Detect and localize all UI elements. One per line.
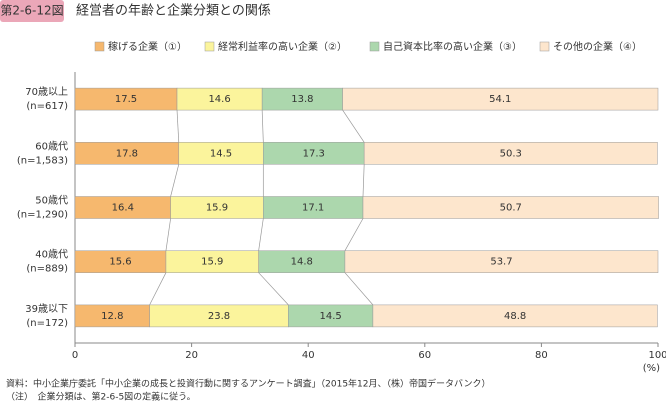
x-tick-label: 80 bbox=[535, 350, 548, 361]
connector-line bbox=[344, 218, 364, 251]
bar-segment bbox=[372, 304, 658, 328]
value-label: 50.7 bbox=[500, 203, 522, 214]
bar-segment bbox=[344, 250, 659, 273]
legend-swatch bbox=[94, 41, 105, 52]
x-tick-label: 100 bbox=[648, 350, 666, 361]
connector-line bbox=[362, 164, 365, 197]
value-label: 14.5 bbox=[210, 148, 232, 159]
y-tick-note: (n=1,583) bbox=[17, 155, 68, 166]
y-tick-label: 60歳代 bbox=[35, 140, 68, 152]
y-tick-note: (n=172) bbox=[26, 318, 68, 329]
value-label: 15.9 bbox=[206, 203, 228, 214]
value-label: 16.4 bbox=[112, 203, 134, 214]
value-label: 17.8 bbox=[116, 148, 138, 159]
connector-line bbox=[342, 109, 365, 143]
value-label: 54.1 bbox=[489, 94, 511, 105]
value-label: 17.1 bbox=[302, 203, 324, 214]
y-tick-note: (n=617) bbox=[26, 101, 68, 112]
bar-segment bbox=[362, 196, 659, 219]
connector-line bbox=[176, 110, 180, 143]
y-tick-label: 50歳代 bbox=[35, 195, 68, 207]
bar-segment bbox=[342, 87, 659, 111]
value-label: 14.6 bbox=[208, 94, 230, 105]
chart-title: 経営者の年齢と企業分類との関係 bbox=[76, 3, 271, 19]
y-tick-label: 39歳以下 bbox=[25, 303, 68, 315]
y-tick-label: 70歳以上 bbox=[25, 86, 68, 98]
x-tick-label: 40 bbox=[302, 350, 315, 361]
legend-swatch bbox=[539, 41, 550, 52]
value-label: 23.8 bbox=[208, 311, 230, 322]
value-label: 14.8 bbox=[291, 257, 313, 268]
x-axis-label: (%) bbox=[643, 363, 660, 374]
x-tick-label: 20 bbox=[185, 350, 198, 361]
connector-line bbox=[258, 218, 264, 251]
legend-label: その他の企業（④） bbox=[553, 40, 642, 53]
connector-line bbox=[170, 164, 180, 197]
legend-label: 稼げる企業（①） bbox=[108, 40, 187, 53]
legend-swatch bbox=[369, 41, 380, 52]
value-label: 15.6 bbox=[109, 257, 131, 268]
connector-line bbox=[149, 272, 167, 306]
figure-badge bbox=[0, 0, 64, 22]
value-label: 17.3 bbox=[303, 148, 325, 159]
legend-swatch bbox=[204, 41, 215, 52]
connector-line bbox=[258, 272, 289, 306]
footnote: 資料：中小企業庁委託「中小企業の成長と投資行動に関するアンケート調査」（2015… bbox=[6, 378, 490, 390]
legend-label: 経常利益率の高い企業（②） bbox=[218, 40, 347, 53]
value-label: 53.7 bbox=[490, 257, 512, 268]
value-label: 50.3 bbox=[500, 148, 522, 159]
value-label: 17.5 bbox=[115, 94, 137, 105]
value-label: 15.9 bbox=[201, 257, 223, 268]
y-tick-label: 40歳代 bbox=[35, 249, 68, 261]
x-tick-label: 0 bbox=[72, 350, 78, 361]
value-label: 14.5 bbox=[320, 311, 342, 322]
footnote: （注） 企業分類は、第2-6-5図の定義に従う。 bbox=[6, 391, 196, 403]
figure-number: 第2-6-12図 bbox=[0, 4, 63, 18]
x-tick-label: 60 bbox=[418, 350, 431, 361]
value-label: 12.8 bbox=[101, 311, 123, 322]
connector-line bbox=[344, 272, 374, 306]
connector-line bbox=[261, 110, 264, 143]
y-tick-note: (n=1,290) bbox=[17, 210, 68, 221]
value-label: 48.8 bbox=[504, 311, 526, 322]
connector-line bbox=[165, 218, 171, 251]
value-label: 13.8 bbox=[291, 94, 313, 105]
legend-label: 自己資本比率の高い企業（③） bbox=[383, 40, 522, 53]
bar-segment bbox=[363, 142, 658, 165]
y-tick-note: (n=889) bbox=[26, 264, 68, 275]
